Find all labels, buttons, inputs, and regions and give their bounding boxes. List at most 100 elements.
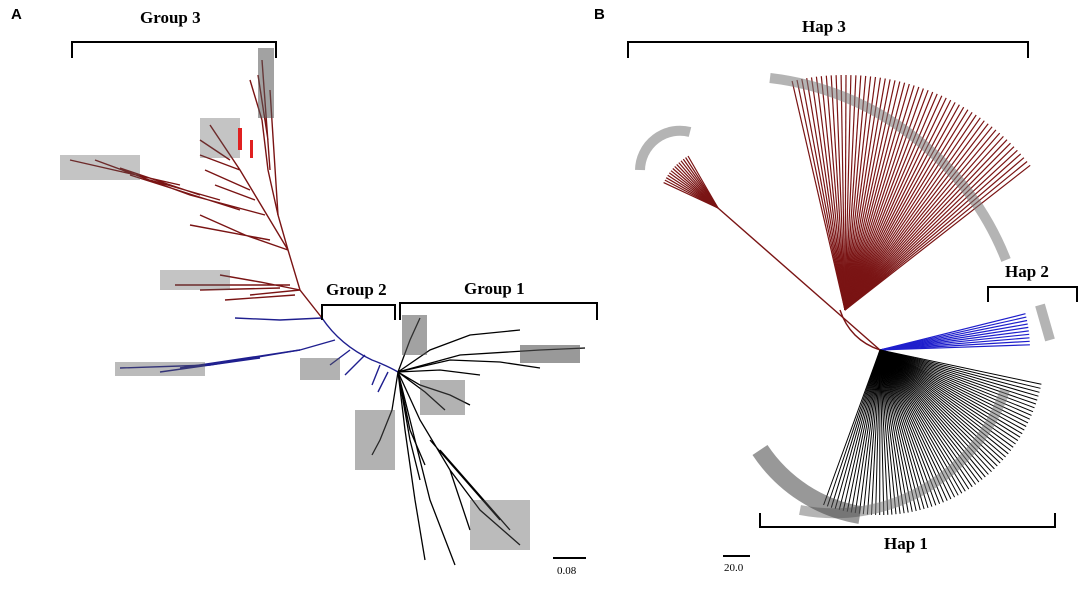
group3-label: Group 3 [140, 8, 201, 27]
hap1-branch [823, 349, 881, 506]
hap3-branch [815, 76, 846, 311]
hap3-branch [844, 75, 867, 311]
panel-b-letter: B [594, 6, 605, 23]
hap3-branch [844, 111, 973, 311]
hap3-branch [840, 74, 846, 311]
hap2-label: Hap 2 [1005, 262, 1049, 281]
hap1-branch [834, 349, 881, 509]
hap3-branch [844, 93, 938, 311]
panel-b-tree [627, 41, 1078, 557]
hap3-branch [844, 91, 934, 311]
hap3-branch [844, 146, 1015, 311]
hap3-branch [830, 75, 846, 311]
hap1-branch [879, 349, 1041, 389]
hap3-branch [835, 75, 846, 311]
hap3-bracket [627, 41, 1029, 58]
hap1-branch [879, 349, 948, 501]
hap1-branch [871, 349, 881, 515]
hap1-branch [879, 349, 1042, 385]
hap3-branch [844, 74, 847, 311]
hap1-branch [879, 349, 1038, 401]
hap3-branch [844, 149, 1018, 311]
hap3-branch [796, 79, 846, 311]
hap3-branch [844, 123, 989, 311]
hap1-branch [879, 349, 909, 513]
hap3-branch [844, 157, 1025, 311]
hap1-branch [879, 349, 933, 507]
hap1-branch [879, 349, 941, 504]
hap1-branch [879, 349, 1029, 424]
tree-backbone [321, 317, 399, 373]
hap1-branches [823, 349, 1042, 516]
hap3-branch [844, 114, 977, 311]
hap3-branch [844, 75, 852, 311]
panel-a-letter: A [11, 6, 22, 23]
hap1-branch [879, 349, 897, 515]
hap1-branch [858, 349, 881, 514]
hap1-branch [879, 349, 929, 509]
hap3-branch [844, 117, 981, 311]
hap3-branch [844, 109, 969, 311]
hap3-branch [844, 161, 1028, 311]
hap3-branch [844, 142, 1011, 311]
hap3-branch [844, 135, 1004, 311]
hap1-branch [879, 349, 1016, 445]
hap1-branch [879, 349, 901, 514]
hap3-branch [844, 95, 943, 311]
hap1-branch [879, 349, 905, 514]
hap1-branch [826, 349, 881, 507]
group2-bracket [321, 304, 396, 320]
hap1-branch [879, 349, 885, 516]
hap1-branch [879, 349, 1032, 416]
hap3-branch [844, 76, 872, 311]
hap1-branch [830, 349, 881, 508]
taxon-label-clusters [60, 48, 580, 550]
hap1-branch [875, 349, 881, 515]
hap1-label: Hap 1 [884, 534, 928, 553]
hap3-stem [717, 207, 881, 351]
hap1-branch [879, 349, 925, 510]
hap3-branch [844, 164, 1031, 311]
hap1-branch [879, 349, 1031, 420]
hap3-subclade-branches [663, 155, 719, 209]
group2-branches [119, 317, 389, 393]
hap1-branch [879, 349, 1023, 435]
hap1-branch [879, 349, 944, 503]
hap3-branch [806, 78, 846, 311]
hap1-branch [879, 349, 1035, 409]
hap1-branch [879, 349, 1025, 431]
hap1-branch [854, 349, 881, 514]
group2-label: Group 2 [326, 280, 387, 299]
hap3-branch [844, 76, 877, 311]
panel-a-scale-label: 0.08 [557, 565, 577, 577]
hap1-branch [879, 349, 921, 511]
hap2-bracket [987, 286, 1078, 302]
hap3-branch [844, 120, 985, 311]
group3-bracket [71, 41, 277, 58]
group1-bracket [399, 302, 598, 320]
hap1-branch [879, 349, 1037, 405]
hap1-branch [879, 349, 1021, 438]
hap1-branch [838, 349, 881, 511]
highlight-taxa [238, 128, 253, 158]
hap1-branch [879, 349, 913, 512]
hap2-branches [879, 313, 1030, 351]
hap1-branch [879, 349, 917, 512]
hap3-branch [844, 132, 1001, 311]
hap3-branch [844, 97, 947, 311]
hap1-branch [879, 349, 1034, 413]
panel-a-tree [60, 41, 598, 566]
hap1-branch [879, 349, 893, 515]
hap3-branch [810, 77, 846, 311]
hap1-branch [842, 349, 881, 511]
hap1-branch [879, 349, 1039, 397]
hap3-branch [820, 76, 846, 311]
hap3-branch [844, 102, 956, 311]
hap1-branch [879, 349, 1019, 442]
hap3-branch [801, 78, 846, 311]
hap1-branch [879, 349, 1027, 427]
hap2-branch [879, 344, 1030, 351]
hap3-branch [844, 104, 960, 311]
hap1-branch [879, 349, 889, 515]
